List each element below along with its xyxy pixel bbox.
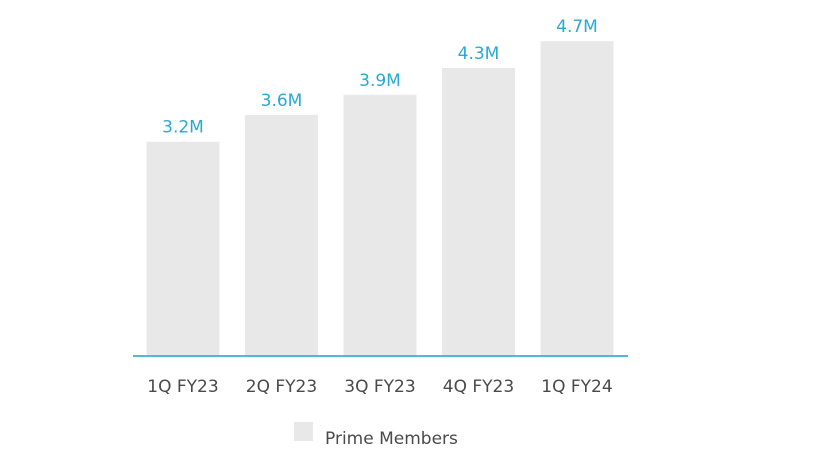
bar-2q-fy23 xyxy=(245,114,318,357)
bar-4q-fy23 xyxy=(442,68,515,356)
x-tick-label: 1Q FY23 xyxy=(147,377,218,397)
x-tick-label: 3Q FY23 xyxy=(344,377,415,397)
x-tick-labels-group: 1Q FY23 2Q FY23 3Q FY23 4Q FY23 1Q FY24 xyxy=(147,377,612,397)
data-label: 3.9M xyxy=(359,71,401,91)
bar-3q-fy23 xyxy=(343,94,417,357)
data-label: 3.2M xyxy=(162,118,204,138)
data-label: 4.3M xyxy=(458,44,500,64)
legend-label: Prime Members xyxy=(325,429,458,449)
data-label: 4.7M xyxy=(556,17,598,37)
x-tick-label: 2Q FY23 xyxy=(246,377,317,397)
bar-1q-fy24 xyxy=(540,41,614,356)
bar-1q-fy23 xyxy=(146,141,220,356)
legend: Prime Members xyxy=(294,422,458,449)
legend-swatch xyxy=(294,422,313,441)
bars-group xyxy=(146,41,614,357)
value-labels-group: 3.2M 3.6M 3.9M 4.3M 4.7M xyxy=(162,17,598,138)
x-tick-label: 4Q FY23 xyxy=(443,377,514,397)
data-label: 3.6M xyxy=(261,91,303,111)
x-tick-label: 1Q FY24 xyxy=(541,377,612,397)
